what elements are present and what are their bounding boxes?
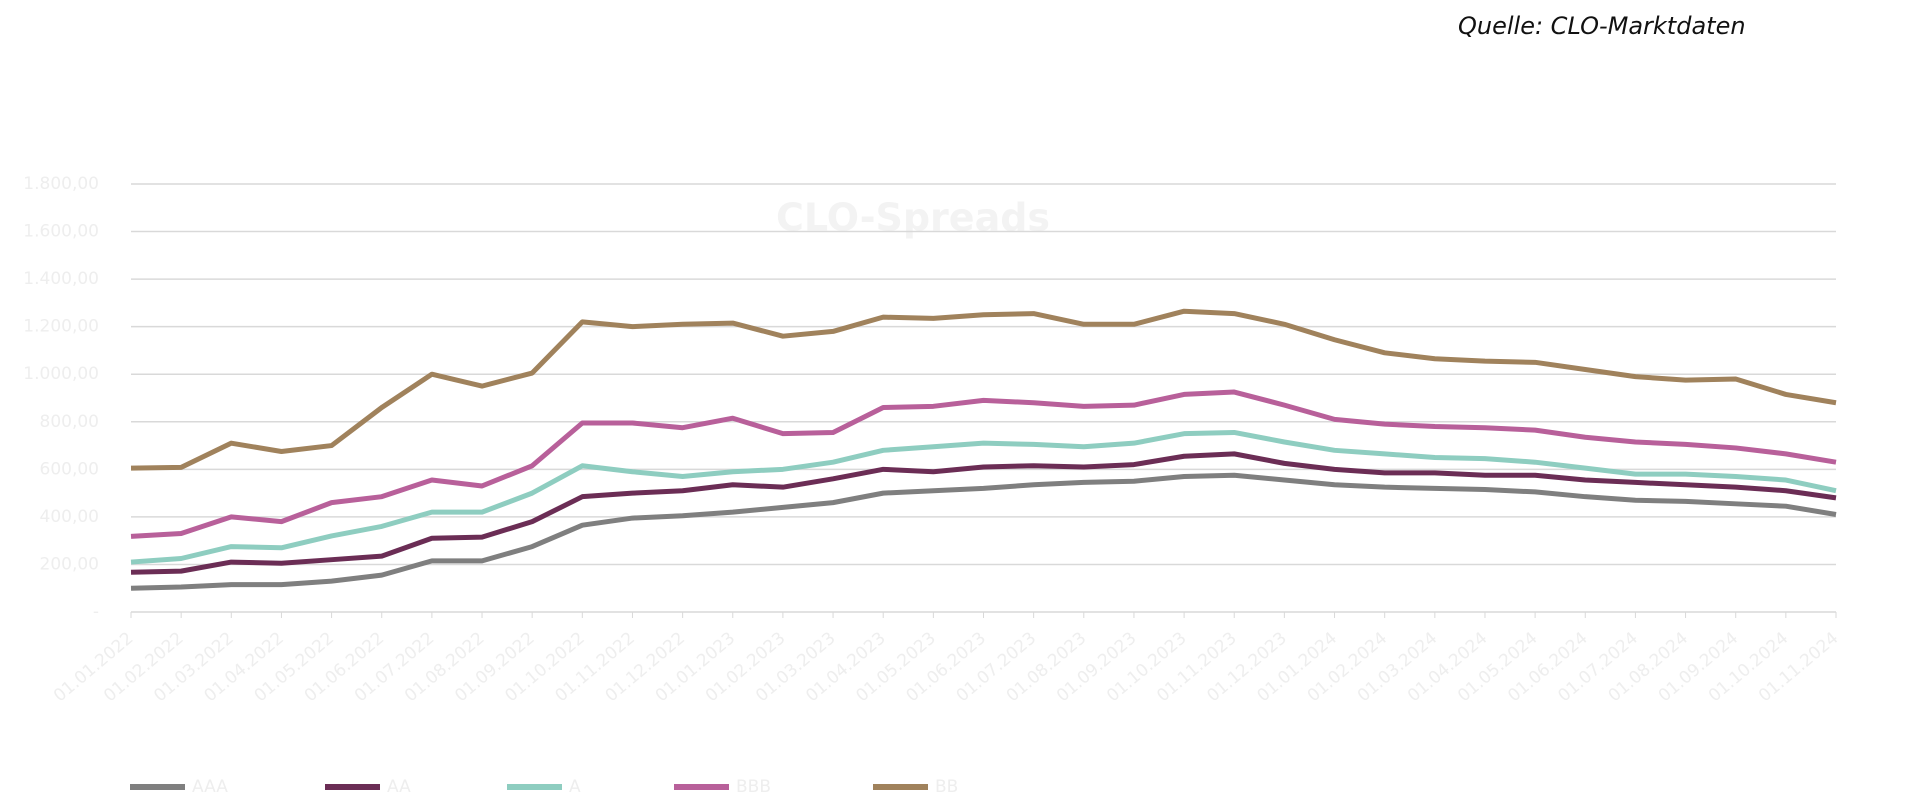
legend-label: BBB (736, 777, 771, 797)
y-tick-label: 1.400,00 (23, 269, 99, 289)
line-series (130, 451, 1837, 575)
legend-label: AAA (192, 777, 228, 797)
y-tick-label: 1.200,00 (23, 317, 99, 337)
legend-label: AA (387, 777, 411, 797)
line-series (130, 308, 1837, 471)
line-series (130, 429, 1837, 565)
y-tick-label: 800,00 (40, 412, 99, 432)
y-tick-label: 1.600,00 (23, 222, 99, 242)
line-series (130, 472, 1837, 591)
source: Quelle: CLO-Marktdaten (1458, 12, 1746, 40)
y-tick-label: 1.800,00 (23, 174, 99, 194)
chart-title: CLO-Spreads (776, 196, 1050, 240)
line-series (130, 389, 1837, 539)
y-tick-label: 400,00 (40, 507, 99, 527)
y-tick-label: 200,00 (40, 554, 99, 574)
y-tick-label: 1.000,00 (23, 364, 99, 384)
legend-label: A (569, 777, 581, 797)
y-tick-label: - (93, 602, 99, 622)
y-tick-label: 600,00 (40, 459, 99, 479)
legend-label: BB (935, 777, 958, 797)
